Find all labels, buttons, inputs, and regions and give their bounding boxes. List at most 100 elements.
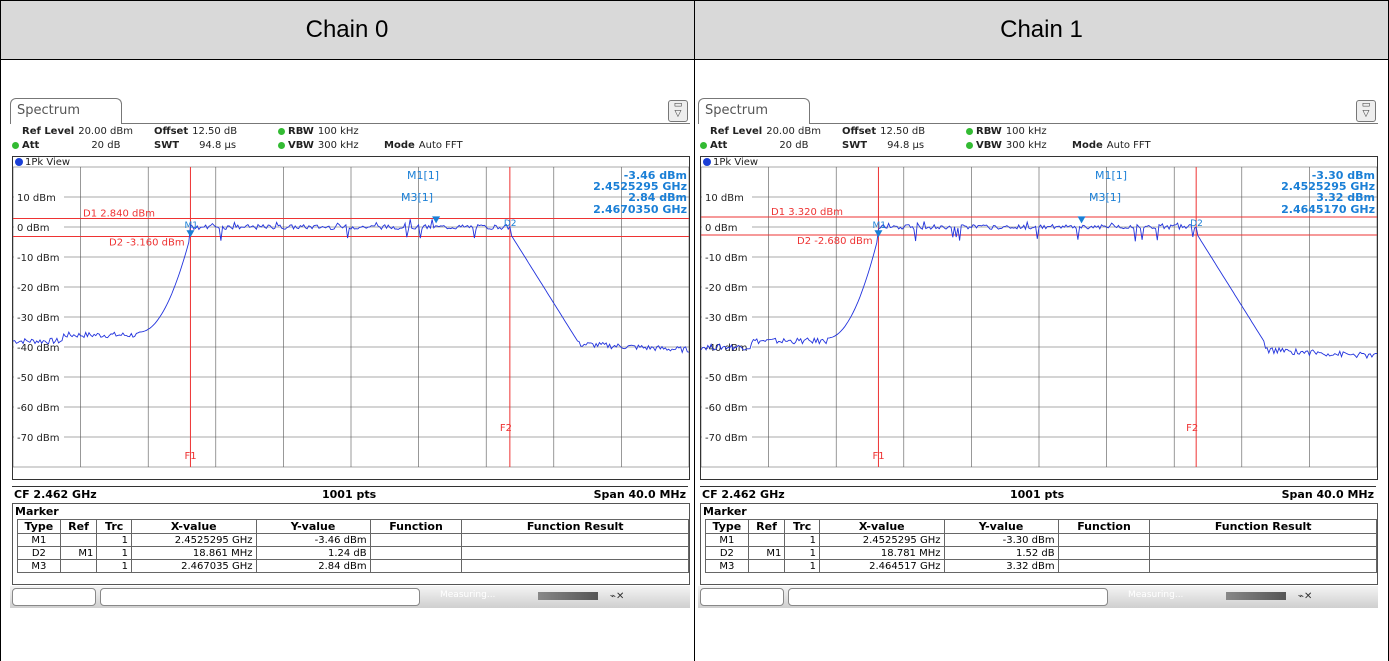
tick-label-bg bbox=[14, 251, 64, 263]
marker-table-header: Type Ref Trc X-value Y-value Function Function… bbox=[17, 519, 689, 534]
m1-readout-frequency: 2.4525295 GHz bbox=[593, 180, 687, 193]
vbw-label: VBW bbox=[976, 140, 1002, 151]
m3-readout-label: M3[1] bbox=[401, 191, 433, 204]
marker-cell: 1 bbox=[96, 559, 132, 573]
trace-1-icon bbox=[703, 158, 711, 166]
marker-row: D2 M1 1 18.781 MHz 1.52 dB bbox=[705, 546, 1377, 560]
sweep-points: 1001 pts bbox=[1010, 488, 1065, 501]
tick-label-bg bbox=[14, 311, 64, 323]
trace-1-icon bbox=[15, 158, 23, 166]
offset-label: Offset bbox=[842, 126, 877, 137]
m1-marker-label: M1 bbox=[184, 221, 198, 231]
tick-label-bg bbox=[14, 431, 64, 443]
spectrum-plot: 1Pk View 10 dBm 0 dBm -10 dBm -20 dBm -30 dB… bbox=[700, 156, 1378, 480]
taskbar-button-1[interactable] bbox=[12, 588, 96, 606]
f2-label: F2 bbox=[1186, 423, 1198, 434]
marker-cell bbox=[1149, 559, 1377, 573]
y-tick-label: -50 dBm bbox=[705, 373, 747, 384]
rbw-indicator-icon bbox=[966, 127, 973, 135]
marker-cell: 1 bbox=[784, 559, 820, 573]
chain-0-title: Chain 0 bbox=[305, 16, 389, 43]
taskbar-message-field[interactable] bbox=[100, 588, 420, 606]
marker-cell bbox=[369, 546, 463, 560]
m1-marker-icon bbox=[186, 230, 195, 238]
spectrum-tab[interactable]: Spectrum bbox=[698, 98, 810, 124]
y-tick-label: -50 dBm bbox=[17, 373, 59, 384]
rbw-label: RBW bbox=[288, 126, 314, 137]
marker-cell: 1 bbox=[96, 546, 132, 560]
d2-label: D2 -2.680 dBm bbox=[797, 236, 873, 247]
instrument-taskbar: Measuring... ⌁✕ bbox=[10, 586, 690, 608]
column-header: Function Result bbox=[1149, 519, 1377, 534]
chain-1-title: Chain 1 bbox=[1000, 16, 1083, 43]
y-tick-label: 0 dBm bbox=[705, 223, 738, 234]
m3-marker-icon bbox=[432, 216, 441, 224]
ref-level-label: Ref Level bbox=[22, 126, 75, 137]
marker-cell: 1 bbox=[784, 533, 820, 547]
rbw-label: RBW bbox=[976, 126, 1002, 137]
chain-1-header: Chain 1 bbox=[695, 0, 1388, 60]
marker-cell bbox=[369, 559, 463, 573]
tab-divider bbox=[122, 123, 690, 124]
y-tick-label: -70 dBm bbox=[17, 433, 59, 444]
tick-label-bg bbox=[702, 311, 752, 323]
tick-label-bg bbox=[702, 191, 752, 203]
vbw-value: 300 kHz bbox=[317, 140, 359, 151]
swt-value: 94.8 µs bbox=[199, 140, 237, 151]
f1-label: F1 bbox=[872, 451, 884, 462]
m3-readout-value: 2.84 dBm bbox=[628, 191, 687, 204]
taskbar-button-1[interactable] bbox=[700, 588, 784, 606]
marker-cell: M3 bbox=[17, 559, 61, 573]
display-settings-icon[interactable]: ▭ ▽ bbox=[1356, 100, 1376, 122]
spectrum-tab[interactable]: Spectrum bbox=[10, 98, 122, 124]
marker-table-header: Type Ref Trc X-value Y-value Function Function… bbox=[705, 519, 1377, 534]
sweep-points: 1001 pts bbox=[322, 488, 377, 501]
m3-readout-frequency: 2.4670350 GHz bbox=[593, 203, 687, 216]
instrument-taskbar: Measuring... ⌁✕ bbox=[698, 586, 1378, 608]
marker-cell bbox=[747, 533, 786, 547]
marker-cell: D2 bbox=[705, 546, 749, 560]
sweep-status-bar: CF 2.462 GHz 1001 pts Span 40.0 MHz bbox=[12, 486, 688, 504]
att-value: 20 dB bbox=[91, 140, 121, 151]
marker-cell: -3.46 dBm bbox=[255, 533, 371, 547]
spectrum-panel-chain-1: Spectrum ▭ ▽ Ref Level 20.00 dBm Att 20 dB … bbox=[698, 98, 1378, 608]
ref-level-value: 20.00 dBm bbox=[78, 126, 133, 137]
frame-divider bbox=[694, 0, 695, 661]
m3-readout-frequency: 2.4645170 GHz bbox=[1281, 203, 1375, 216]
trace-view-label: 1Pk View bbox=[701, 157, 758, 171]
tab-divider bbox=[810, 123, 1378, 124]
marker-cell: 18.781 MHz bbox=[818, 546, 945, 560]
marker-cell: 2.4525295 GHz bbox=[130, 533, 257, 547]
tick-label-bg bbox=[702, 401, 752, 413]
display-settings-icon[interactable]: ▭ ▽ bbox=[668, 100, 688, 122]
marker-cell: 2.4525295 GHz bbox=[818, 533, 945, 547]
marker-cell: M1 bbox=[59, 546, 98, 560]
spectrum-tab-label: Spectrum bbox=[17, 103, 80, 118]
column-header: X-value bbox=[130, 519, 257, 534]
marker-cell bbox=[461, 559, 689, 573]
vbw-value: 300 kHz bbox=[1005, 140, 1047, 151]
m1-readout-value: -3.46 dBm bbox=[624, 169, 687, 182]
column-header: Type bbox=[705, 519, 749, 534]
rbw-indicator-icon bbox=[278, 127, 285, 135]
y-tick-label: -60 dBm bbox=[705, 403, 747, 414]
m3-readout-value: 3.32 dBm bbox=[1316, 191, 1375, 204]
y-tick-label: 10 dBm bbox=[17, 193, 56, 204]
tick-label-bg bbox=[14, 221, 64, 233]
m3-readout-label: M3[1] bbox=[1089, 191, 1121, 204]
tick-label-bg bbox=[14, 401, 64, 413]
att-indicator-icon bbox=[700, 141, 707, 149]
marker-cell bbox=[59, 533, 98, 547]
marker-cell: 2.84 dBm bbox=[255, 559, 371, 573]
vbw-label: VBW bbox=[288, 140, 314, 151]
marker-cell: 2.464517 GHz bbox=[818, 559, 945, 573]
spectrum-trace bbox=[701, 220, 1377, 360]
marker-cell: 18.861 MHz bbox=[130, 546, 257, 560]
marker-cell bbox=[461, 546, 689, 560]
remote-icon: ⌁✕ bbox=[1298, 591, 1313, 602]
spectrum-trace bbox=[13, 219, 689, 354]
marker-cell: 1.52 dB bbox=[943, 546, 1059, 560]
y-tick-label: -60 dBm bbox=[17, 403, 59, 414]
measuring-status: Measuring... bbox=[1128, 590, 1184, 600]
taskbar-message-field[interactable] bbox=[788, 588, 1108, 606]
